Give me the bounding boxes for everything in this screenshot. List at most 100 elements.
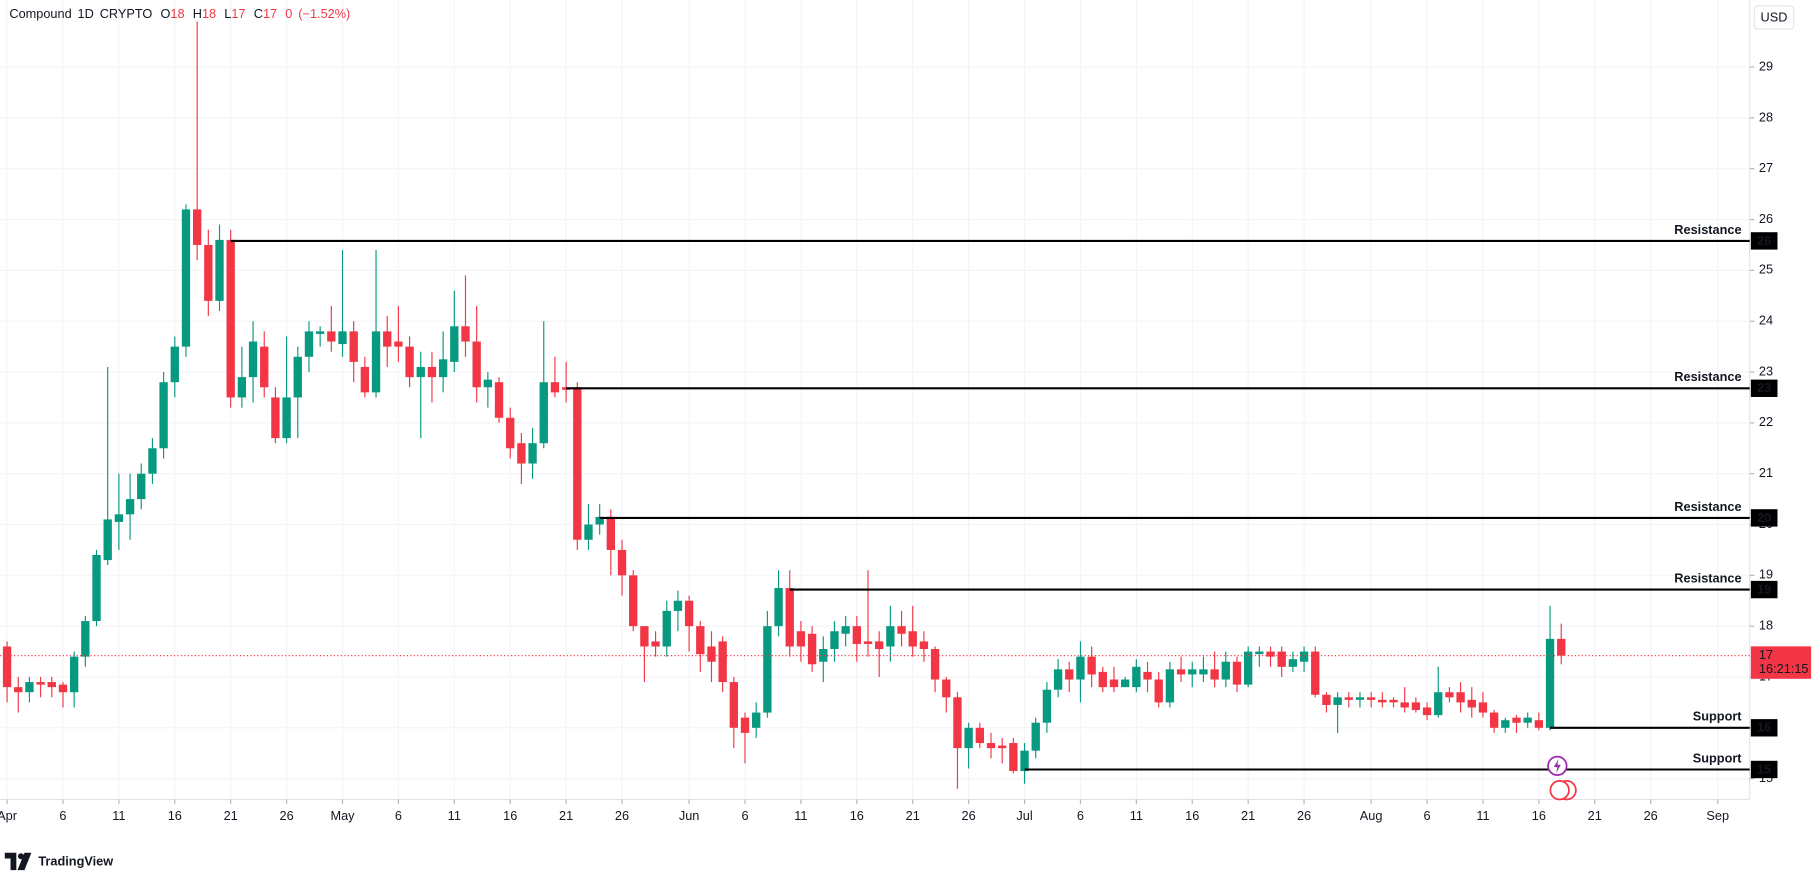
level-price-box <box>1750 232 1778 250</box>
candle-body <box>1188 669 1197 675</box>
candle-body <box>707 646 716 662</box>
candle-body <box>282 397 291 439</box>
candle-body <box>629 575 638 627</box>
candle-body <box>137 473 146 500</box>
candle-body <box>1501 720 1510 728</box>
x-tick-label: 21 <box>1241 808 1255 823</box>
x-tick-label: 26 <box>1644 808 1658 823</box>
candle-body <box>405 346 414 378</box>
level-text: Support <box>1693 750 1743 765</box>
candle-body <box>1053 669 1063 690</box>
candle-body <box>483 379 493 388</box>
x-tick-label: 16 <box>168 808 182 823</box>
candle-body <box>226 239 235 398</box>
y-tick-label: 24 <box>1759 313 1773 328</box>
low-label: L <box>224 6 231 21</box>
x-tick-label: Aug <box>1360 808 1383 823</box>
candle-body <box>1445 692 1454 698</box>
countdown: 16:21:15 <box>1759 661 1809 676</box>
interval: 1D <box>78 6 94 21</box>
candle-body <box>69 656 79 693</box>
currency-button[interactable] <box>1753 5 1795 30</box>
candle-body <box>1456 692 1465 703</box>
candle-body <box>841 626 850 634</box>
candle-body <box>293 356 302 398</box>
candle-body <box>92 555 101 622</box>
candle-body <box>1344 697 1353 700</box>
y-tick-label: 19 <box>1759 567 1773 582</box>
candle-body <box>573 387 582 540</box>
candle-body <box>942 679 951 698</box>
y-tick-label: 22 <box>1759 414 1773 429</box>
candle-body <box>1512 717 1521 723</box>
candle-body <box>1467 699 1476 708</box>
candle-body <box>416 366 425 378</box>
x-tick-label: 11 <box>794 808 807 823</box>
level-text: Resistance <box>1674 570 1741 585</box>
candle-body <box>819 649 828 662</box>
y-tick-label: 28 <box>1759 109 1773 124</box>
x-tick-label: 6 <box>59 808 66 823</box>
x-tick-label: 26 <box>962 808 976 823</box>
event-icons <box>1547 755 1577 801</box>
close-value: 17 <box>263 6 277 21</box>
candle-body <box>740 717 750 733</box>
candle-body <box>58 684 68 693</box>
candle-body <box>1277 651 1286 667</box>
logo-mark <box>4 852 17 871</box>
candle-body <box>696 626 705 655</box>
candle-body <box>662 610 671 647</box>
candle-body <box>517 443 526 464</box>
candle-body <box>1523 717 1532 723</box>
legend-header: Compound 1D CRYPTO O18 H18 L17 C17 0 (−1… <box>9 6 350 21</box>
candle-body <box>1489 712 1499 728</box>
candle-body <box>1076 656 1085 680</box>
candle-body <box>1109 679 1119 688</box>
candle-body <box>506 417 515 449</box>
candle-body <box>1143 671 1152 680</box>
level-price-box <box>1750 379 1778 397</box>
x-tick-label: 26 <box>615 808 629 823</box>
level-text: Resistance <box>1674 369 1741 384</box>
candle-body <box>930 649 940 680</box>
candle-body <box>271 397 280 439</box>
event-icon[interactable] <box>1549 780 1570 801</box>
candle-body <box>450 326 459 362</box>
candle-body <box>528 443 537 464</box>
candle-body <box>1087 656 1096 675</box>
candle-body <box>1255 651 1264 655</box>
x-tick-label: 21 <box>1588 808 1602 823</box>
y-tick-label: 23 <box>1759 363 1773 378</box>
candle-body <box>327 331 336 342</box>
currency[interactable]: USD <box>1761 9 1788 24</box>
level-price-label: 26 <box>1757 233 1771 248</box>
candle-body <box>651 641 660 647</box>
candle-body <box>103 519 112 561</box>
candle-body <box>248 341 258 378</box>
candle-body <box>807 633 817 665</box>
exchange: CRYPTO <box>100 6 153 21</box>
candle-body <box>1333 697 1342 705</box>
candle-body <box>1355 697 1365 700</box>
candle-body <box>1120 679 1130 688</box>
open-label: O <box>161 6 171 21</box>
candle-body <box>752 712 761 728</box>
event-icon-glyph <box>1553 758 1561 773</box>
y-tick-label: 27 <box>1759 160 1773 175</box>
y-tick-label: 21 <box>1759 465 1773 480</box>
candle-body <box>684 600 694 627</box>
candle-body <box>1020 750 1029 772</box>
x-tick-label: 21 <box>906 808 920 823</box>
x-tick-label: 21 <box>559 808 573 823</box>
candle-body <box>25 682 34 693</box>
candle-body <box>606 516 616 550</box>
low-value: 17 <box>231 6 245 21</box>
x-tick-label: 16 <box>850 808 864 823</box>
candle-body <box>1031 722 1040 751</box>
level-price-box <box>1750 760 1778 779</box>
level-text: Resistance <box>1674 222 1741 237</box>
candle-body <box>875 641 884 650</box>
candle-body <box>1400 702 1409 708</box>
candle-body <box>1210 669 1219 680</box>
candle-body <box>640 626 649 647</box>
